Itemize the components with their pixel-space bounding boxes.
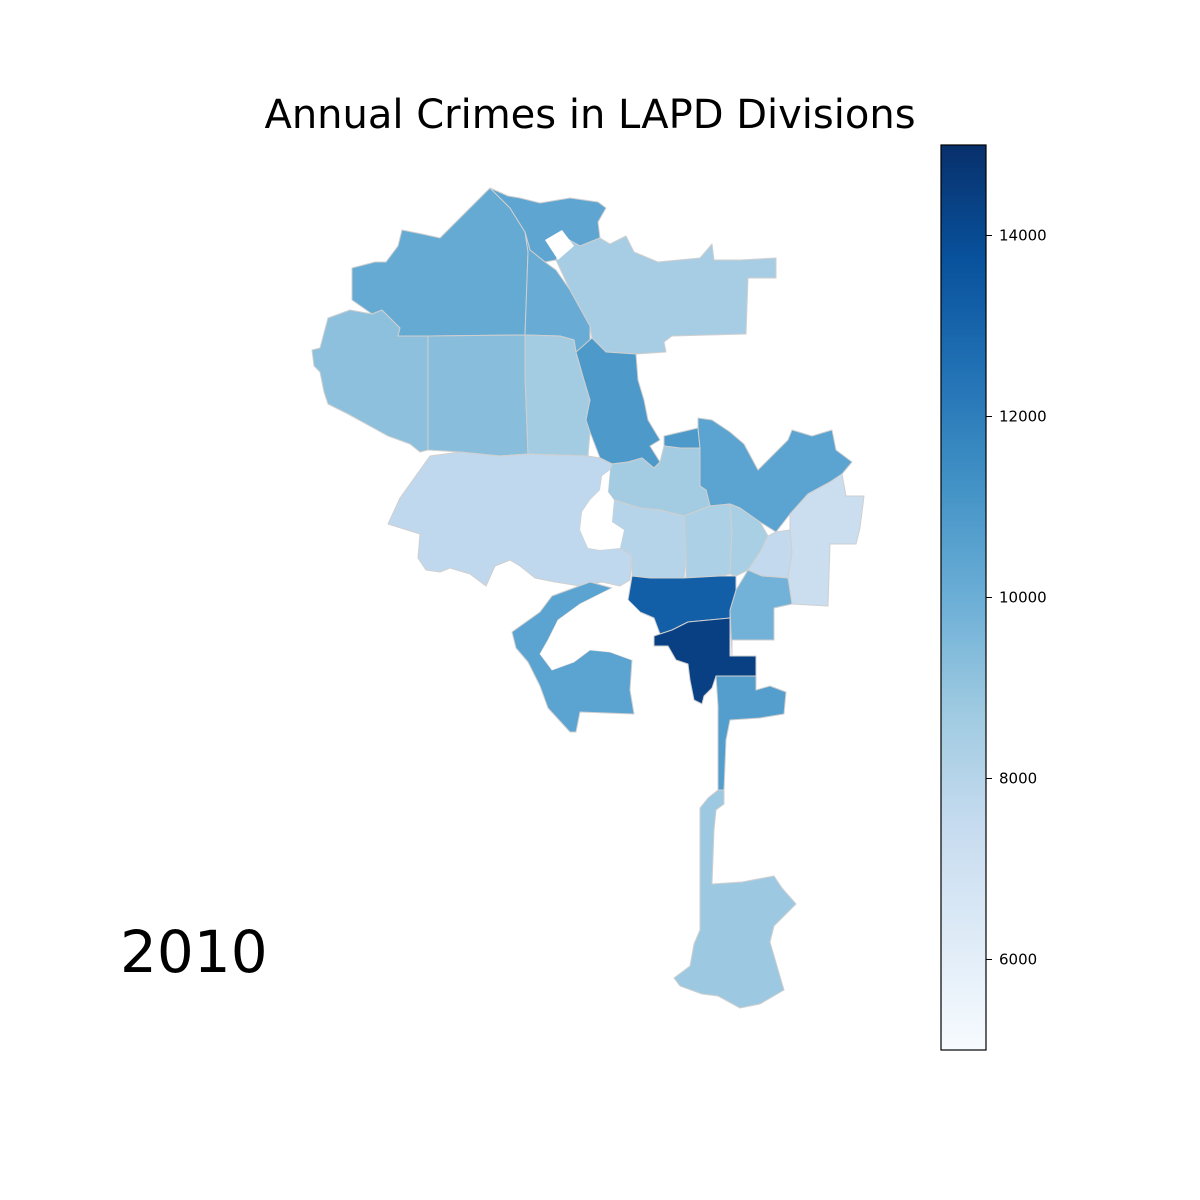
map-hole-san-fernando: [545, 230, 574, 260]
colorbar-tick-label: 12000: [999, 408, 1047, 426]
colorbar-tick-label: 8000: [999, 770, 1037, 788]
map-hole-culver: [540, 588, 640, 670]
region-harbor: [673, 789, 797, 1009]
year-label: 2010: [120, 918, 268, 986]
map-hole-beverly-hills: [580, 470, 624, 550]
region-77th-street: [653, 617, 757, 705]
colorbar-ticks: 6000 8000 10000 12000 14000: [986, 227, 1047, 969]
colorbar-tick-label: 10000: [999, 589, 1047, 607]
colorbar-tick-label: 6000: [999, 951, 1037, 969]
region-east-la: [787, 473, 865, 607]
map-title: Annual Crimes in LAPD Divisions: [264, 92, 916, 138]
colorbar-tick-label: 14000: [999, 227, 1047, 245]
colorbar-gradient: [940, 144, 987, 1051]
